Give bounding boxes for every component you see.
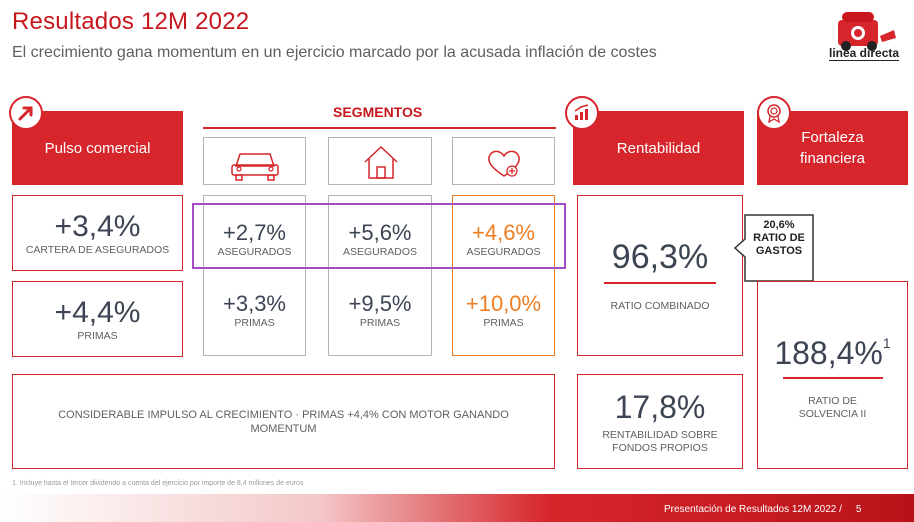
car-icon bbox=[231, 153, 279, 181]
page-subtitle: El crecimiento gana momentum en un ejerc… bbox=[12, 44, 657, 61]
solvencia-card: 188,4% 1 RATIO DE SOLVENCIA II bbox=[757, 281, 908, 469]
ratio-gastos-text: 20,6% RATIO DE GASTOS bbox=[748, 219, 810, 258]
solvencia-label: RATIO DE SOLVENCIA II bbox=[798, 394, 867, 420]
primas-label: PRIMAS bbox=[77, 329, 118, 342]
house-primas-label: PRIMAS bbox=[359, 317, 401, 329]
rentabilidad-header: Rentabilidad bbox=[573, 111, 744, 185]
house-primas-value: +9,5% bbox=[348, 291, 412, 316]
segmentos-title: SEGMENTOS bbox=[333, 104, 423, 120]
pulso-comercial-header: Pulso comercial bbox=[12, 111, 183, 185]
rentabilidad-title: Rentabilidad bbox=[616, 139, 701, 157]
page-number: 5 bbox=[855, 504, 862, 515]
segment-car-card: +2,7% ASEGURADOS +3,3% PRIMAS bbox=[203, 195, 306, 356]
car-asegurados-label: ASEGURADOS bbox=[217, 246, 292, 258]
house-icon-box bbox=[328, 137, 432, 185]
car-icon-box bbox=[203, 137, 306, 185]
heart-icon-box bbox=[452, 137, 555, 185]
asegurados-highlight-frame bbox=[192, 203, 566, 269]
roe-card: 17,8% RENTABILIDAD SOBRE FONDOS PROPIOS bbox=[577, 374, 743, 469]
cartera-label: CARTERA DE ASEGURADOS bbox=[25, 243, 170, 256]
health-asegurados-value: +4,6% bbox=[472, 220, 535, 245]
health-primas-value: +10,0% bbox=[465, 291, 542, 316]
cartera-value: +3,4% bbox=[54, 209, 141, 243]
car-primas-label: PRIMAS bbox=[234, 317, 275, 329]
car-primas-value: +3,3% bbox=[223, 291, 286, 316]
ratio-gastos-callout bbox=[733, 214, 814, 282]
summary-card: CONSIDERABLE IMPULSO AL CRECIMIENTO · PR… bbox=[12, 374, 555, 469]
footnote: 1. Incluye hasta el tercer dividendo a c… bbox=[12, 480, 304, 487]
solvencia-value-row: 188,4% 1 bbox=[774, 335, 890, 371]
house-icon bbox=[364, 145, 398, 179]
segmentos-divider bbox=[203, 127, 556, 129]
roe-value: 17,8% bbox=[614, 388, 706, 425]
telephone-logo-icon bbox=[838, 12, 896, 51]
health-primas-label: PRIMAS bbox=[483, 317, 524, 329]
primas-card: +4,4% PRIMAS bbox=[12, 281, 183, 357]
primas-value: +4,4% bbox=[54, 295, 141, 329]
arrow-up-right-icon bbox=[9, 96, 43, 130]
ratio-combinado-card: 96,3% RATIO COMBINADO bbox=[577, 195, 743, 356]
ratio-gastos-label: RATIO DE GASTOS bbox=[753, 232, 805, 257]
solvencia-value: 188,4% bbox=[774, 335, 883, 372]
heart-plus-icon bbox=[488, 150, 520, 177]
ratio-combinado-value: 96,3% bbox=[611, 238, 709, 277]
solvencia-footnote-mark: 1 bbox=[882, 335, 891, 352]
footer-text: Presentación de Resultados 12M 2022 / bbox=[664, 504, 842, 515]
health-asegurados-label: ASEGURADOS bbox=[466, 246, 541, 258]
pulso-comercial-title: Pulso comercial bbox=[44, 139, 151, 157]
footer-bar bbox=[0, 494, 914, 522]
solvencia-underline bbox=[782, 377, 883, 379]
summary-text: CONSIDERABLE IMPULSO AL CRECIMIENTO · PR… bbox=[58, 408, 509, 435]
ratio-combinado-label: RATIO COMBINADO bbox=[610, 299, 710, 312]
ratio-gastos-value: 20,6% bbox=[763, 219, 795, 231]
ratio-underline bbox=[604, 282, 716, 284]
roe-label: RENTABILIDAD SOBRE FONDOS PROPIOS bbox=[602, 428, 718, 454]
footer: Presentación de Resultados 12M 2022 / 5 bbox=[664, 504, 861, 515]
growth-chart-icon bbox=[565, 96, 599, 130]
badge-ribbon-icon bbox=[757, 96, 791, 130]
segment-health-card: +4,6% ASEGURADOS +10,0% PRIMAS bbox=[452, 195, 555, 356]
house-asegurados-value: +5,6% bbox=[348, 220, 412, 245]
house-asegurados-label: ASEGURADOS bbox=[342, 246, 418, 258]
fortaleza-title: Fortaleza financiera bbox=[799, 129, 866, 167]
car-asegurados-value: +2,7% bbox=[223, 220, 286, 245]
segment-house-card: +5,6% ASEGURADOS +9,5% PRIMAS bbox=[328, 195, 432, 356]
page-title: Resultados 12M 2022 bbox=[12, 8, 250, 35]
logo-text: linea directa bbox=[829, 46, 900, 61]
cartera-card: +3,4% CARTERA DE ASEGURADOS bbox=[12, 195, 183, 271]
